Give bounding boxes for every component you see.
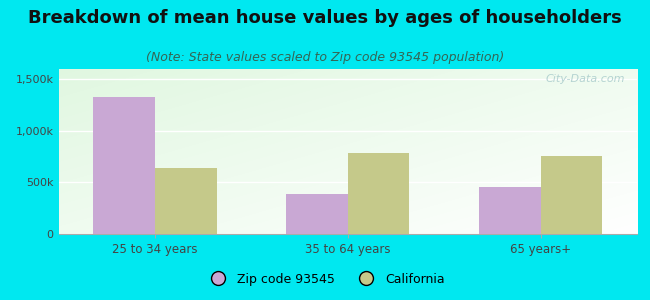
Text: Breakdown of mean house values by ages of householders: Breakdown of mean house values by ages o… <box>28 9 622 27</box>
Bar <box>155 168 216 234</box>
Bar <box>479 187 541 234</box>
Text: City-Data.com: City-Data.com <box>546 74 625 84</box>
Text: (Note: State values scaled to Zip code 93545 population): (Note: State values scaled to Zip code 9… <box>146 51 504 64</box>
Bar <box>348 152 410 234</box>
Bar <box>286 194 348 234</box>
Bar <box>93 97 155 234</box>
Legend: Zip code 93545, California: Zip code 93545, California <box>201 268 449 291</box>
Bar <box>541 156 603 234</box>
